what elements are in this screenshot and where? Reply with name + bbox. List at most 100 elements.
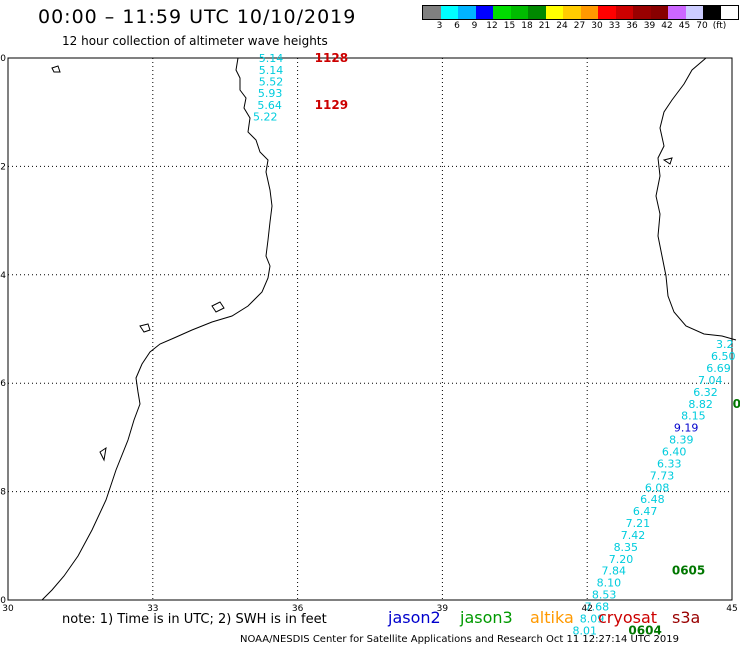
map-frame bbox=[7, 57, 733, 601]
latitude-tick-label: -24 bbox=[0, 271, 6, 281]
wave-height-reading: 7.42 bbox=[621, 529, 646, 542]
coastlines bbox=[41, 57, 737, 601]
latitude-tick-label: -30 bbox=[0, 596, 6, 606]
colorbar-label: 33 bbox=[608, 21, 621, 31]
colorbar-swatch bbox=[545, 6, 563, 19]
wave-height-reading: 5.64 bbox=[257, 99, 282, 112]
longitude-tick-label: 45 bbox=[726, 604, 737, 614]
wave-height-reading: 6.48 bbox=[640, 493, 665, 506]
colorbar-swatch bbox=[703, 6, 721, 19]
longitude-tick-label: 39 bbox=[437, 604, 449, 614]
colorbar-swatch bbox=[580, 6, 598, 19]
footnote: note: 1) Time is in UTC; 2) SWH is in fe… bbox=[62, 612, 327, 627]
wave-height-reading: 6.08 bbox=[645, 481, 670, 494]
satellite-legend-altika: altika bbox=[530, 608, 574, 627]
wave-height-reading: 5.22 bbox=[253, 111, 278, 124]
colorbar-label: 18 bbox=[521, 21, 533, 31]
colorbar-label: 21 bbox=[538, 21, 551, 31]
wave-height-reading: 8.39 bbox=[669, 434, 694, 447]
wave-height-reading: 6.40 bbox=[662, 445, 687, 458]
pass-time-label: 0604 bbox=[628, 623, 661, 637]
island bbox=[51, 65, 61, 73]
wave-height-reading: 8.53 bbox=[592, 589, 617, 602]
lat-lon-grid bbox=[7, 57, 733, 601]
latitude-tick-label: -28 bbox=[0, 488, 6, 498]
colorbar-label: 15 bbox=[503, 21, 516, 31]
island bbox=[662, 157, 673, 165]
colorbar-swatch bbox=[720, 6, 738, 19]
axis-tick-labels: 30 33 36 39 42 45 -20 -22 -24 -26 -28 -30 bbox=[0, 54, 738, 614]
island bbox=[139, 323, 151, 333]
wave-height-reading: 6.32 bbox=[693, 386, 718, 399]
island bbox=[99, 446, 107, 462]
colorbar-swatch bbox=[440, 6, 458, 19]
wave-height-reading: 3.2 bbox=[716, 338, 734, 351]
wave-height-reading: 5.14 bbox=[259, 64, 284, 77]
colorbar-label: 24 bbox=[556, 21, 568, 31]
longitude-tick-label: 33 bbox=[147, 604, 158, 614]
madagascar-coastline bbox=[655, 57, 737, 341]
colorbar-swatch bbox=[563, 6, 581, 19]
map-title: 00:00 – 11:59 UTC 10/10/2019 bbox=[38, 6, 357, 28]
wave-height-reading: 7.21 bbox=[626, 517, 651, 530]
colorbar-label: 12 bbox=[486, 21, 498, 31]
pass-time-label: 0605 bbox=[672, 564, 705, 578]
latitude-tick-label: -26 bbox=[0, 379, 6, 389]
colorbar-swatch bbox=[633, 6, 651, 19]
latitude-tick-label: -22 bbox=[0, 162, 6, 172]
wave-height-reading: 7.68 bbox=[585, 601, 610, 614]
colorbar-swatch bbox=[493, 6, 511, 19]
wave-height-reading: 5.93 bbox=[258, 87, 283, 100]
wave-height-reading: 8.35 bbox=[614, 541, 639, 554]
satellite-legend-cryosat: cryosat bbox=[598, 608, 658, 627]
colorbar-swatch bbox=[615, 6, 633, 19]
satellite-legend-s3a: s3a bbox=[672, 608, 701, 627]
colorbar-swatch bbox=[458, 6, 476, 19]
wave-height-reading: 5.52 bbox=[259, 75, 284, 88]
colorbar-label: 45 bbox=[678, 21, 691, 31]
wave-height-reading: 7.84 bbox=[601, 565, 626, 578]
colorbar-label: 3 bbox=[436, 21, 443, 31]
colorbar-label: (ft) bbox=[712, 21, 727, 31]
wave-height-reading: 5.14 bbox=[259, 52, 284, 65]
colorbar-swatch bbox=[685, 6, 703, 19]
colorbar-labels: 3 6 9 12 15 18 21 24 27 30 33 36 39 42 45 70 (ft) bbox=[422, 21, 740, 33]
wave-height-reading: 8.15 bbox=[681, 410, 706, 423]
colorbar-label: 39 bbox=[643, 21, 656, 31]
wave-height-reading: 7.20 bbox=[609, 553, 634, 566]
colorbar-label: 30 bbox=[591, 21, 603, 31]
colorbar-swatch bbox=[510, 6, 528, 19]
longitude-tick-label: 36 bbox=[292, 604, 304, 614]
colorbar-swatch bbox=[668, 6, 686, 19]
pass-time-label: 0 bbox=[733, 397, 740, 411]
colorbar-label: 27 bbox=[573, 21, 586, 31]
map-subtitle: 12 hour collection of altimeter wave hei… bbox=[62, 34, 328, 48]
colorbar-swatch bbox=[598, 6, 616, 19]
colorbar-swatch bbox=[475, 6, 493, 19]
colorbar-swatch bbox=[528, 6, 546, 19]
wave-height-reading: 7.04 bbox=[698, 374, 723, 387]
wave-height-reading: 6.47 bbox=[633, 505, 658, 518]
altimeter-tracks: 5.145.145.525.935.645.223.26.506.697.046… bbox=[253, 52, 736, 637]
colorbar-label: 36 bbox=[626, 21, 638, 31]
latitude-tick-label: -20 bbox=[0, 54, 6, 64]
colorbar-label: 42 bbox=[661, 21, 673, 31]
colorbar-label: 9 bbox=[471, 21, 478, 31]
pass-time-label: 1129 bbox=[315, 98, 348, 112]
wave-height-reading: 8.01 bbox=[573, 624, 598, 637]
colorbar-label: 6 bbox=[454, 21, 460, 31]
wave-height-reading: 9.19 bbox=[674, 422, 699, 435]
longitude-tick-label: 30 bbox=[2, 604, 14, 614]
wave-height-reading: 6.69 bbox=[706, 362, 731, 375]
pass-time-label: 1128 bbox=[315, 51, 348, 65]
satellite-legend-jason3: jason3 bbox=[460, 608, 513, 627]
colorbar-swatch bbox=[650, 6, 668, 19]
wave-height-reading: 8.82 bbox=[688, 398, 713, 411]
colorbar-label: 70 bbox=[696, 21, 708, 31]
colorbar-swatch bbox=[423, 6, 441, 19]
satellite-legend-jason2: jason2 bbox=[388, 608, 441, 627]
island bbox=[211, 301, 225, 313]
wave-height-reading: 6.50 bbox=[711, 350, 736, 363]
wave-height-reading: 8.09 bbox=[580, 612, 605, 625]
